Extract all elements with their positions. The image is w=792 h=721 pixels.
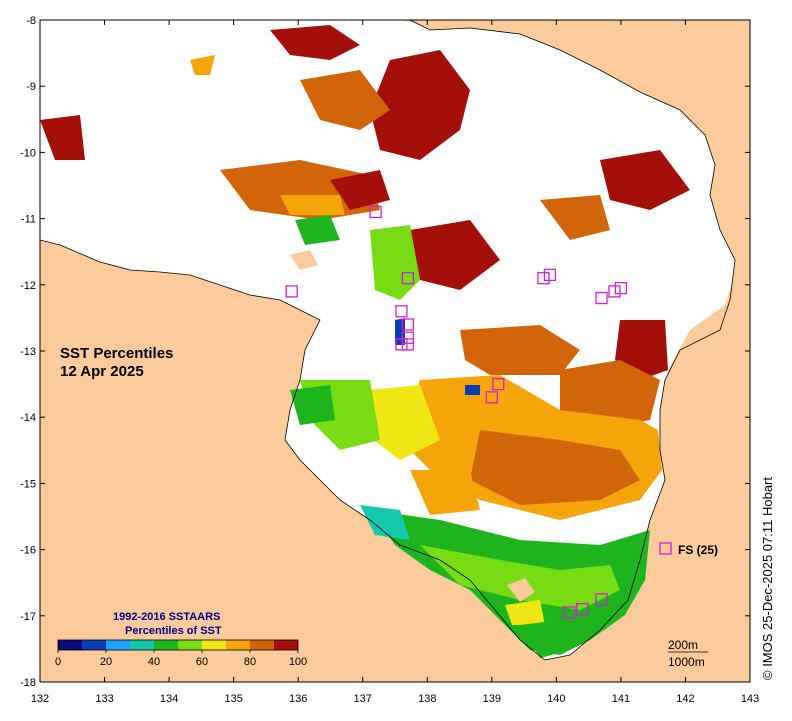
colorbar-title: 1992-2016 SSTAARS — [113, 611, 220, 623]
island — [507, 578, 535, 602]
float-marker — [608, 285, 621, 298]
x-tick-label: 132 — [31, 693, 49, 705]
colorbar-tick-label: 40 — [148, 656, 160, 668]
float-marker — [401, 318, 415, 331]
float-marker — [485, 391, 498, 404]
float-marker — [614, 281, 628, 295]
y-axis: -8 -9 -10 -11 -12 -13 -14 -15 -16 -17 -18 — [20, 15, 750, 689]
depth-label-1000: 1000m — [668, 655, 705, 669]
float-marker — [395, 305, 408, 318]
x-tick-label: 140 — [547, 693, 565, 705]
colorbar-segment — [178, 640, 202, 650]
colorbar-segment — [82, 640, 106, 650]
y-tick-label: -13 — [20, 346, 36, 358]
colorbar: 0 20 40 60 80 100 — [55, 639, 307, 668]
y-tick-label: -9 — [26, 81, 36, 93]
float-legend-label: FS (25) — [678, 543, 718, 557]
island — [290, 250, 318, 270]
x-tick-label: 138 — [418, 693, 436, 705]
y-tick-label: -8 — [26, 15, 36, 27]
y-tick-label: -16 — [20, 545, 36, 557]
colorbar-subtitle: Percentiles of SST — [125, 625, 222, 637]
map-date: 12 Apr 2025 — [60, 363, 144, 380]
x-tick-label: 141 — [612, 693, 630, 705]
x-tick-label: 137 — [354, 693, 372, 705]
map-area — [40, 20, 750, 682]
float-marker — [492, 377, 505, 391]
sst-patches — [40, 25, 690, 658]
colorbar-segment — [130, 640, 154, 650]
y-tick-label: -17 — [20, 611, 36, 623]
colorbar-segment — [226, 640, 250, 650]
float-marker — [595, 291, 608, 305]
colorbar-tick-label: 80 — [244, 656, 256, 668]
x-tick-label: 133 — [95, 693, 113, 705]
colorbar-segment — [58, 640, 82, 650]
colorbar-segment — [106, 640, 130, 650]
x-tick-label: 134 — [160, 693, 178, 705]
float-marker — [563, 606, 576, 619]
float-markers — [285, 205, 628, 619]
x-tick-label: 136 — [289, 693, 307, 705]
y-tick-label: -11 — [21, 214, 36, 226]
x-axis: 132 133 134 135 136 137 138 139 140 141 142 143 — [31, 20, 759, 705]
y-tick-label: -10 — [20, 147, 36, 159]
float-marker — [401, 272, 415, 285]
float-marker — [537, 272, 550, 285]
colorbar-tick-label: 100 — [289, 656, 307, 668]
northern-land-strip — [400, 20, 720, 40]
credit-text: © IMOS 25-Dec-2025 07:11 Hobart — [760, 477, 775, 680]
colorbar-segment — [250, 640, 274, 650]
float-marker — [285, 285, 298, 298]
colorbar-tick-label: 20 — [100, 656, 112, 668]
y-tick-label: -12 — [20, 280, 36, 292]
x-tick-label: 142 — [676, 693, 694, 705]
y-tick-label: -18 — [20, 677, 36, 689]
float-marker — [369, 205, 382, 219]
map-title: SST Percentiles — [60, 345, 173, 362]
colorbar-tick-label: 60 — [196, 656, 208, 668]
float-marker — [401, 338, 415, 351]
y-tick-label: -14 — [20, 412, 36, 424]
y-tick-label: -15 — [20, 478, 36, 490]
colorbar-frame — [57, 639, 299, 651]
x-tick-label: 139 — [483, 693, 501, 705]
float-marker — [395, 338, 408, 351]
float-legend-marker — [659, 542, 672, 555]
float-marker — [401, 331, 415, 344]
cape-york-land — [540, 20, 750, 682]
x-tick-label: 143 — [741, 693, 759, 705]
coastline — [40, 20, 736, 661]
colorbar-segment — [274, 640, 298, 650]
float-marker — [543, 268, 557, 282]
x-tick-label: 135 — [224, 693, 242, 705]
depth-label-200: 200m — [668, 638, 698, 652]
colorbar-segment — [154, 640, 178, 650]
float-marker — [595, 593, 608, 606]
float-marker — [576, 603, 589, 616]
colorbar-segment — [202, 640, 226, 650]
colorbar-tick-label: 0 — [55, 656, 61, 668]
